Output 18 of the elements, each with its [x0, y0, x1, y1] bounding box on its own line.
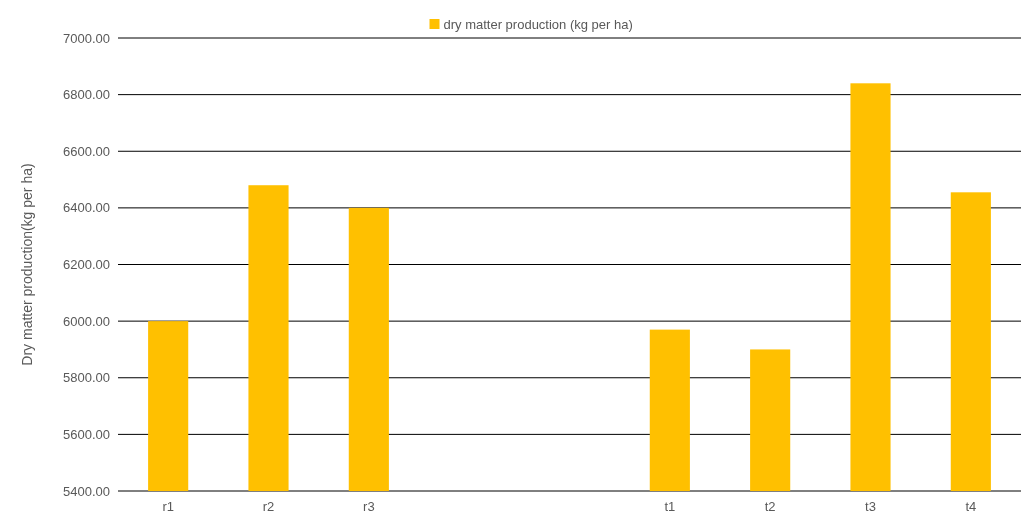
y-tick-label: 5800.00 — [63, 370, 110, 386]
legend-label: dry matter production (kg per ha) — [443, 16, 633, 32]
x-tick-label: t3 — [865, 499, 876, 514]
y-axis-title: Dry matter production(kg per ha) — [19, 163, 35, 366]
y-tick-label: 6000.00 — [63, 313, 110, 329]
y-tick-label: 5400.00 — [63, 483, 110, 499]
y-tick-label: 5600.00 — [63, 426, 110, 442]
y-tick-label: 6800.00 — [63, 87, 110, 103]
y-tick-label: 6600.00 — [63, 143, 110, 159]
y-tick-label: 7000.00 — [63, 30, 110, 46]
x-tick-label: t2 — [764, 499, 776, 514]
x-tick-label: t4 — [965, 499, 977, 514]
x-tick-label: r3 — [363, 499, 375, 514]
y-tick-label: 6200.00 — [63, 257, 110, 273]
x-tick-label: r1 — [162, 499, 174, 514]
x-tick-label: r2 — [262, 499, 275, 514]
x-tick-label: t1 — [664, 499, 676, 514]
y-tick-label: 6400.00 — [63, 200, 110, 216]
